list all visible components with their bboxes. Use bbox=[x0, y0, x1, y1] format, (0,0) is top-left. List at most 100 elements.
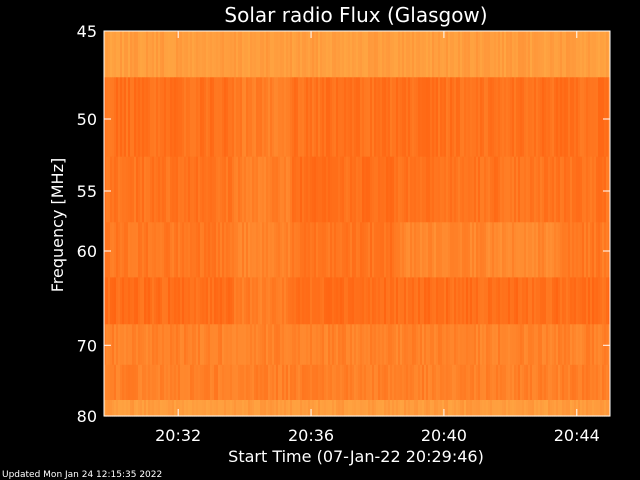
heatmap-cell bbox=[596, 400, 599, 417]
heatmap-cell bbox=[204, 156, 207, 223]
heatmap-cell bbox=[474, 77, 477, 158]
heatmap-cell bbox=[442, 364, 445, 401]
heatmap-cell bbox=[504, 324, 507, 366]
heatmap-cell bbox=[210, 400, 213, 417]
heatmap-cell bbox=[602, 31, 605, 78]
heatmap-cell bbox=[536, 364, 539, 401]
heatmap-cell bbox=[180, 31, 183, 78]
heatmap-cell bbox=[144, 400, 147, 417]
heatmap-cell bbox=[458, 77, 461, 158]
heatmap-cell bbox=[442, 222, 445, 278]
heatmap-cell bbox=[184, 400, 187, 417]
heatmap-cell bbox=[174, 77, 177, 158]
heatmap-cell bbox=[408, 324, 411, 366]
heatmap-cell bbox=[490, 277, 493, 325]
heatmap-cell bbox=[354, 277, 357, 325]
heatmap-cell bbox=[422, 400, 425, 417]
heatmap-cell bbox=[246, 222, 249, 278]
heatmap-cell bbox=[262, 324, 265, 366]
heatmap-cell bbox=[278, 277, 281, 325]
frequency-band bbox=[104, 31, 611, 78]
heatmap-cell bbox=[502, 277, 505, 325]
heatmap-cell bbox=[244, 222, 247, 278]
heatmap-cell bbox=[302, 222, 305, 278]
heatmap-cell bbox=[288, 400, 291, 417]
heatmap-cell bbox=[254, 400, 257, 417]
heatmap-cell bbox=[354, 77, 357, 158]
heatmap-cell bbox=[592, 364, 595, 401]
heatmap-cell bbox=[116, 222, 119, 278]
heatmap-cell bbox=[160, 156, 163, 223]
heatmap-cell bbox=[344, 277, 347, 325]
heatmap-cell bbox=[366, 156, 369, 223]
heatmap-cell bbox=[180, 400, 183, 417]
heatmap-cell bbox=[108, 77, 111, 158]
frequency-band bbox=[104, 324, 611, 366]
heatmap-cell bbox=[318, 156, 321, 223]
heatmap-cell bbox=[490, 222, 493, 278]
heatmap-cell bbox=[158, 324, 161, 366]
heatmap-cell bbox=[484, 77, 487, 158]
heatmap-cell bbox=[196, 277, 199, 325]
heatmap-cell bbox=[176, 156, 179, 223]
heatmap-cell bbox=[144, 277, 147, 325]
heatmap-cell bbox=[350, 277, 353, 325]
heatmap-cell bbox=[390, 400, 393, 417]
heatmap-cell bbox=[382, 400, 385, 417]
heatmap-cell bbox=[292, 31, 295, 78]
heatmap-cell bbox=[138, 31, 141, 78]
heatmap-cell bbox=[534, 364, 537, 401]
heatmap-cell bbox=[318, 31, 321, 78]
frequency-band bbox=[104, 277, 611, 325]
heatmap-cell bbox=[238, 31, 241, 78]
heatmap-cell bbox=[552, 400, 555, 417]
heatmap-cell bbox=[216, 222, 219, 278]
heatmap-cell bbox=[192, 400, 195, 417]
heatmap-cell bbox=[384, 400, 387, 417]
heatmap-cell bbox=[464, 364, 467, 401]
heatmap-cell bbox=[462, 77, 465, 158]
heatmap-cell bbox=[526, 156, 529, 223]
heatmap-cell bbox=[524, 364, 527, 401]
heatmap-cell bbox=[326, 31, 329, 78]
heatmap-cell bbox=[358, 77, 361, 158]
heatmap-cell bbox=[588, 222, 591, 278]
heatmap-cell bbox=[122, 400, 125, 417]
heatmap-cell bbox=[194, 77, 197, 158]
heatmap-cell bbox=[378, 77, 381, 158]
heatmap-cell bbox=[308, 77, 311, 158]
heatmap-cell bbox=[304, 31, 307, 78]
heatmap-cell bbox=[302, 77, 305, 158]
heatmap-cell bbox=[214, 324, 217, 366]
heatmap-cell bbox=[120, 324, 123, 366]
heatmap-cell bbox=[274, 364, 277, 401]
heatmap-cell bbox=[162, 324, 165, 366]
heatmap-cell bbox=[136, 277, 139, 325]
heatmap-cell bbox=[336, 77, 339, 158]
heatmap-cell bbox=[478, 400, 481, 417]
heatmap-cell bbox=[140, 31, 143, 78]
heatmap-cell bbox=[448, 31, 451, 78]
heatmap-cell bbox=[130, 324, 133, 366]
heatmap-cell bbox=[154, 156, 157, 223]
heatmap-cell bbox=[344, 77, 347, 158]
heatmap-cell bbox=[410, 364, 413, 401]
heatmap-cell bbox=[460, 31, 463, 78]
x-tick-label: 20:32 bbox=[155, 426, 201, 445]
heatmap-cell bbox=[388, 400, 391, 417]
heatmap-cell bbox=[444, 156, 447, 223]
heatmap-cell bbox=[232, 277, 235, 325]
heatmap-cell bbox=[314, 77, 317, 158]
heatmap-cell bbox=[332, 77, 335, 158]
heatmap-cell bbox=[344, 400, 347, 417]
heatmap-cell bbox=[524, 324, 527, 366]
heatmap-cell bbox=[284, 222, 287, 278]
heatmap-cell bbox=[272, 364, 275, 401]
heatmap-cell bbox=[222, 77, 225, 158]
heatmap-cell bbox=[412, 156, 415, 223]
heatmap-cell bbox=[200, 77, 203, 158]
heatmap-cell bbox=[500, 31, 503, 78]
heatmap-cell bbox=[340, 77, 343, 158]
heatmap-cell bbox=[392, 400, 395, 417]
